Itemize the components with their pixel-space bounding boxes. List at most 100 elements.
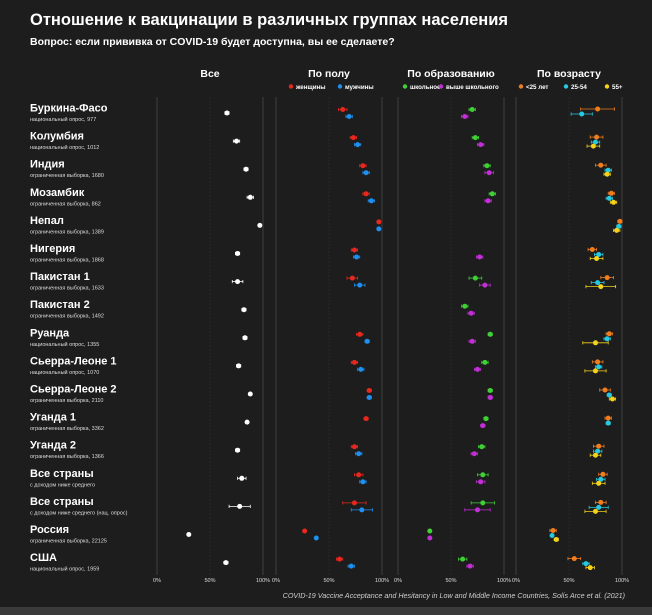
legend-label: школьное bbox=[410, 84, 441, 91]
point-age_55 bbox=[593, 452, 598, 458]
point-men bbox=[360, 479, 366, 485]
point-all bbox=[247, 391, 253, 397]
point-men bbox=[348, 563, 354, 569]
point-age_55 bbox=[593, 368, 598, 374]
point-women bbox=[360, 163, 366, 169]
point-age_u25 bbox=[598, 499, 604, 505]
point-age_25_54 bbox=[579, 111, 585, 117]
row-name: Уганда 2 bbox=[30, 440, 76, 452]
point-women bbox=[357, 331, 363, 337]
row-name: Буркина-Фасо bbox=[30, 103, 108, 115]
legend-marker bbox=[518, 84, 524, 89]
point-age_55 bbox=[598, 284, 604, 290]
point-all bbox=[241, 307, 247, 313]
point-age_55 bbox=[553, 537, 559, 542]
point-men bbox=[357, 282, 363, 288]
point-age_25_54 bbox=[604, 336, 610, 342]
point-age_u25 bbox=[608, 190, 614, 196]
point-age_55 bbox=[614, 227, 620, 233]
point-all bbox=[257, 222, 263, 228]
point-age_u25 bbox=[604, 275, 610, 281]
source-note: COVID-19 Vaccine Acceptance and Hesitanc… bbox=[283, 591, 625, 600]
tick-label: 50% bbox=[563, 578, 574, 584]
point-age_55 bbox=[596, 480, 602, 486]
point-all bbox=[242, 335, 248, 341]
point-age_25_54 bbox=[593, 139, 598, 145]
point-men bbox=[376, 226, 382, 232]
row-subtitle: национальный опрос, 1959 bbox=[30, 566, 99, 573]
point-school bbox=[482, 359, 488, 365]
point-all bbox=[223, 560, 229, 566]
point-men bbox=[363, 170, 369, 176]
point-age_25_54 bbox=[616, 223, 622, 229]
row-subtitle: с доходом ниже среднего (нац. опрос) bbox=[30, 510, 128, 516]
row-subtitle: ограниченная выборка, 2110 bbox=[30, 398, 103, 404]
point-school bbox=[472, 275, 478, 281]
point-age_u25 bbox=[594, 134, 600, 140]
point-school bbox=[484, 163, 490, 169]
row-subtitle: ограниченная выборка, 1680 bbox=[30, 173, 104, 179]
row-name: Нигерия bbox=[30, 243, 75, 255]
point-school bbox=[472, 135, 478, 141]
panel-title: Все bbox=[200, 68, 219, 80]
point-women bbox=[376, 219, 382, 225]
point-men bbox=[358, 366, 364, 372]
row-name: Мозамбик bbox=[30, 187, 85, 199]
legend-marker bbox=[604, 84, 610, 89]
point-men bbox=[346, 114, 352, 119]
point-age_u25 bbox=[606, 331, 612, 337]
panel-title: По возрасту bbox=[537, 68, 601, 80]
tick-label: 100% bbox=[497, 578, 511, 584]
point-men bbox=[356, 451, 362, 457]
tick-label: 0% bbox=[272, 578, 280, 584]
legend-label: 55+ bbox=[612, 84, 623, 91]
row-name: Уганда 1 bbox=[30, 412, 76, 424]
tick-label: 50% bbox=[204, 578, 215, 584]
row-name: Колумбия bbox=[30, 131, 84, 143]
point-higher bbox=[427, 535, 433, 541]
point-school bbox=[487, 331, 493, 337]
point-age_55 bbox=[609, 396, 615, 402]
point-higher bbox=[475, 366, 480, 372]
point-age_25_54 bbox=[595, 280, 601, 286]
point-school bbox=[480, 472, 486, 478]
point-age_u25 bbox=[598, 162, 604, 168]
point-women bbox=[363, 191, 369, 197]
point-age_55 bbox=[587, 565, 593, 571]
legend-marker bbox=[438, 84, 444, 89]
point-women bbox=[340, 107, 346, 112]
point-age_25_54 bbox=[549, 533, 555, 538]
row-subtitle: ограниченная выборка, 22125 bbox=[30, 539, 107, 545]
point-all bbox=[243, 166, 249, 172]
point-age_u25 bbox=[605, 415, 611, 421]
row-name: Все страны bbox=[30, 496, 94, 508]
point-school bbox=[480, 500, 486, 506]
point-school bbox=[469, 107, 475, 112]
point-higher bbox=[482, 282, 488, 288]
point-women bbox=[351, 359, 357, 365]
point-all bbox=[235, 279, 241, 285]
point-women bbox=[356, 472, 362, 478]
point-men bbox=[359, 507, 365, 513]
point-higher bbox=[485, 198, 491, 204]
point-women bbox=[366, 388, 372, 393]
legend-marker bbox=[563, 84, 569, 89]
point-all bbox=[234, 138, 239, 144]
legend-marker bbox=[402, 84, 408, 89]
tick-label: 100% bbox=[615, 578, 629, 584]
row-name: Пакистан 1 bbox=[30, 271, 90, 283]
point-all bbox=[224, 110, 230, 116]
point-age_25_54 bbox=[596, 364, 602, 370]
point-age_55 bbox=[590, 143, 596, 149]
point-men bbox=[313, 535, 319, 541]
point-higher bbox=[478, 479, 484, 485]
point-women bbox=[351, 500, 357, 506]
point-age_25_54 bbox=[606, 195, 612, 201]
point-school bbox=[427, 528, 433, 534]
tick-label: 100% bbox=[256, 578, 270, 584]
point-age_25_54 bbox=[595, 448, 601, 454]
point-school bbox=[460, 556, 466, 562]
point-age_55 bbox=[604, 171, 610, 177]
row-name: Индия bbox=[30, 159, 65, 171]
